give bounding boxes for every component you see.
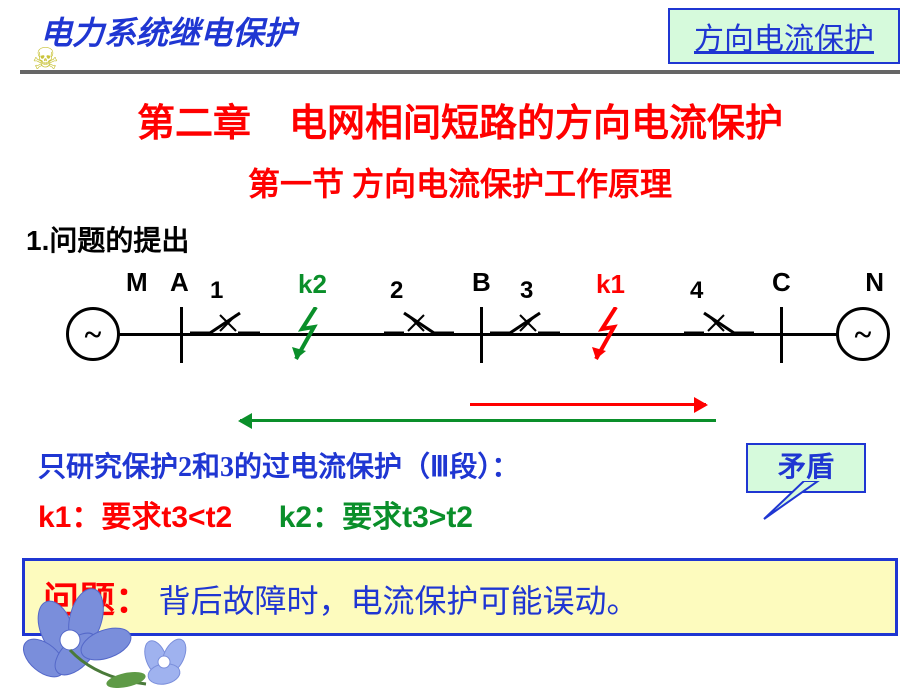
num-2: 2 bbox=[390, 277, 403, 305]
network-diagram: ~ M ~ N A B C 1 2 3 4 k2 k1 bbox=[30, 273, 890, 403]
callout-tail-icon bbox=[760, 481, 820, 521]
source-n: ~ bbox=[836, 307, 890, 361]
chapter-title: 第二章 电网相间短路的方向电流保护 bbox=[0, 92, 920, 147]
section-title: 第一节 方向电流保护工作原理 bbox=[0, 159, 920, 205]
analysis-block: 只研究保护2和3的过电流保护（Ⅲ段）： 矛盾 k1：要求t3<t2 k2：要求t… bbox=[38, 447, 920, 540]
flower-decoration-icon bbox=[6, 528, 216, 688]
label-m: M bbox=[126, 267, 148, 298]
label-b: B bbox=[472, 267, 491, 298]
breaker-1 bbox=[190, 303, 260, 368]
source-m: ~ bbox=[66, 307, 120, 361]
bus-c bbox=[780, 307, 783, 363]
analysis-mid: 2和3 bbox=[178, 452, 234, 483]
num-1: 1 bbox=[210, 277, 223, 305]
analysis-post: 的过电流保护（Ⅲ段）： bbox=[234, 452, 519, 483]
breaker-2 bbox=[384, 303, 454, 368]
problem-body: 背后故障时，电流保护可能误动。 bbox=[159, 583, 639, 619]
header: 电力系统继电保护 方向电流保护 bbox=[0, 0, 920, 64]
label-c: C bbox=[772, 267, 791, 298]
current-arrows: .arrow[data-name="arrow-red"]::after{bor… bbox=[30, 403, 890, 437]
label-k2: k2 bbox=[298, 269, 327, 300]
subheading: 1.问题的提出 bbox=[26, 219, 920, 259]
analysis-pre: 只研究保护 bbox=[38, 452, 178, 483]
topic-badge: 方向电流保护 bbox=[668, 8, 900, 64]
label-a: A bbox=[170, 267, 189, 298]
breaker-4 bbox=[684, 303, 754, 368]
bus-a bbox=[180, 307, 183, 363]
num-3: 3 bbox=[520, 277, 533, 305]
arrow-red bbox=[470, 403, 706, 406]
label-k1: k1 bbox=[596, 269, 625, 300]
breaker-3 bbox=[490, 303, 560, 368]
fault-k1 bbox=[592, 307, 628, 373]
k2-req: k2：要求t3>t2 bbox=[279, 501, 473, 534]
course-title: 电力系统继电保护 bbox=[40, 8, 296, 54]
fault-k2 bbox=[292, 307, 328, 373]
label-n: N bbox=[865, 267, 884, 298]
divider bbox=[20, 70, 900, 74]
bus-b bbox=[480, 307, 483, 363]
skull-icon: ☠ bbox=[32, 42, 59, 77]
num-4: 4 bbox=[690, 277, 703, 305]
arrow-green bbox=[240, 419, 716, 422]
